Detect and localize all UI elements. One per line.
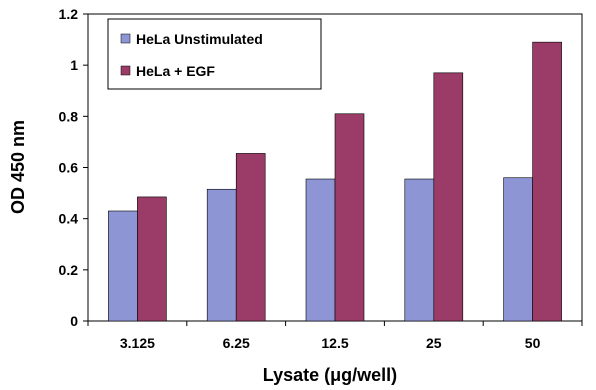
x-tick-label: 25 xyxy=(426,335,442,351)
y-tick-label: 0.2 xyxy=(59,262,79,278)
y-tick-label: 0.8 xyxy=(59,108,79,124)
bar-egf-50 xyxy=(532,41,562,322)
legend-swatch-egf xyxy=(120,65,131,76)
y-axis-title: OD 450 nm xyxy=(8,120,28,214)
y-axis-ticks: 0 0.2 0.4 0.6 0.8 1 1.2 xyxy=(59,6,88,329)
bar-egf-25 xyxy=(433,72,464,322)
x-tick-label: 6.25 xyxy=(223,335,250,351)
legend-box xyxy=(107,18,322,90)
legend-swatch-unstimulated xyxy=(120,33,131,44)
x-tick-label: 3.125 xyxy=(120,335,155,351)
bar-unstimulated-6.25 xyxy=(206,188,237,322)
y-tick-label: 1.2 xyxy=(59,6,79,22)
legend: HeLa Unstimulated HeLa + EGF xyxy=(107,18,322,90)
legend-label-egf: HeLa + EGF xyxy=(136,63,215,79)
y-tick-label: 1 xyxy=(70,57,78,73)
x-tick-label: 12.5 xyxy=(321,335,348,351)
bar-unstimulated-3.125 xyxy=(108,210,138,322)
x-axis-ticks: 3.125 6.25 12.5 25 50 xyxy=(87,321,583,351)
bar-egf-6.25 xyxy=(235,153,266,322)
bar-unstimulated-12.5 xyxy=(305,178,336,322)
legend-label-unstimulated: HeLa Unstimulated xyxy=(136,31,263,47)
bars-group xyxy=(108,41,562,322)
bar-egf-3.125 xyxy=(137,196,167,322)
bar-unstimulated-50 xyxy=(503,177,533,322)
x-tick-label: 50 xyxy=(525,335,541,351)
bar-unstimulated-25 xyxy=(404,178,435,322)
bar-egf-12.5 xyxy=(334,113,365,322)
y-tick-label: 0.4 xyxy=(59,211,79,227)
x-axis-title: Lysate (μg/well) xyxy=(263,365,397,385)
y-tick-label: 0 xyxy=(70,313,78,329)
y-tick-label: 0.6 xyxy=(59,160,79,176)
